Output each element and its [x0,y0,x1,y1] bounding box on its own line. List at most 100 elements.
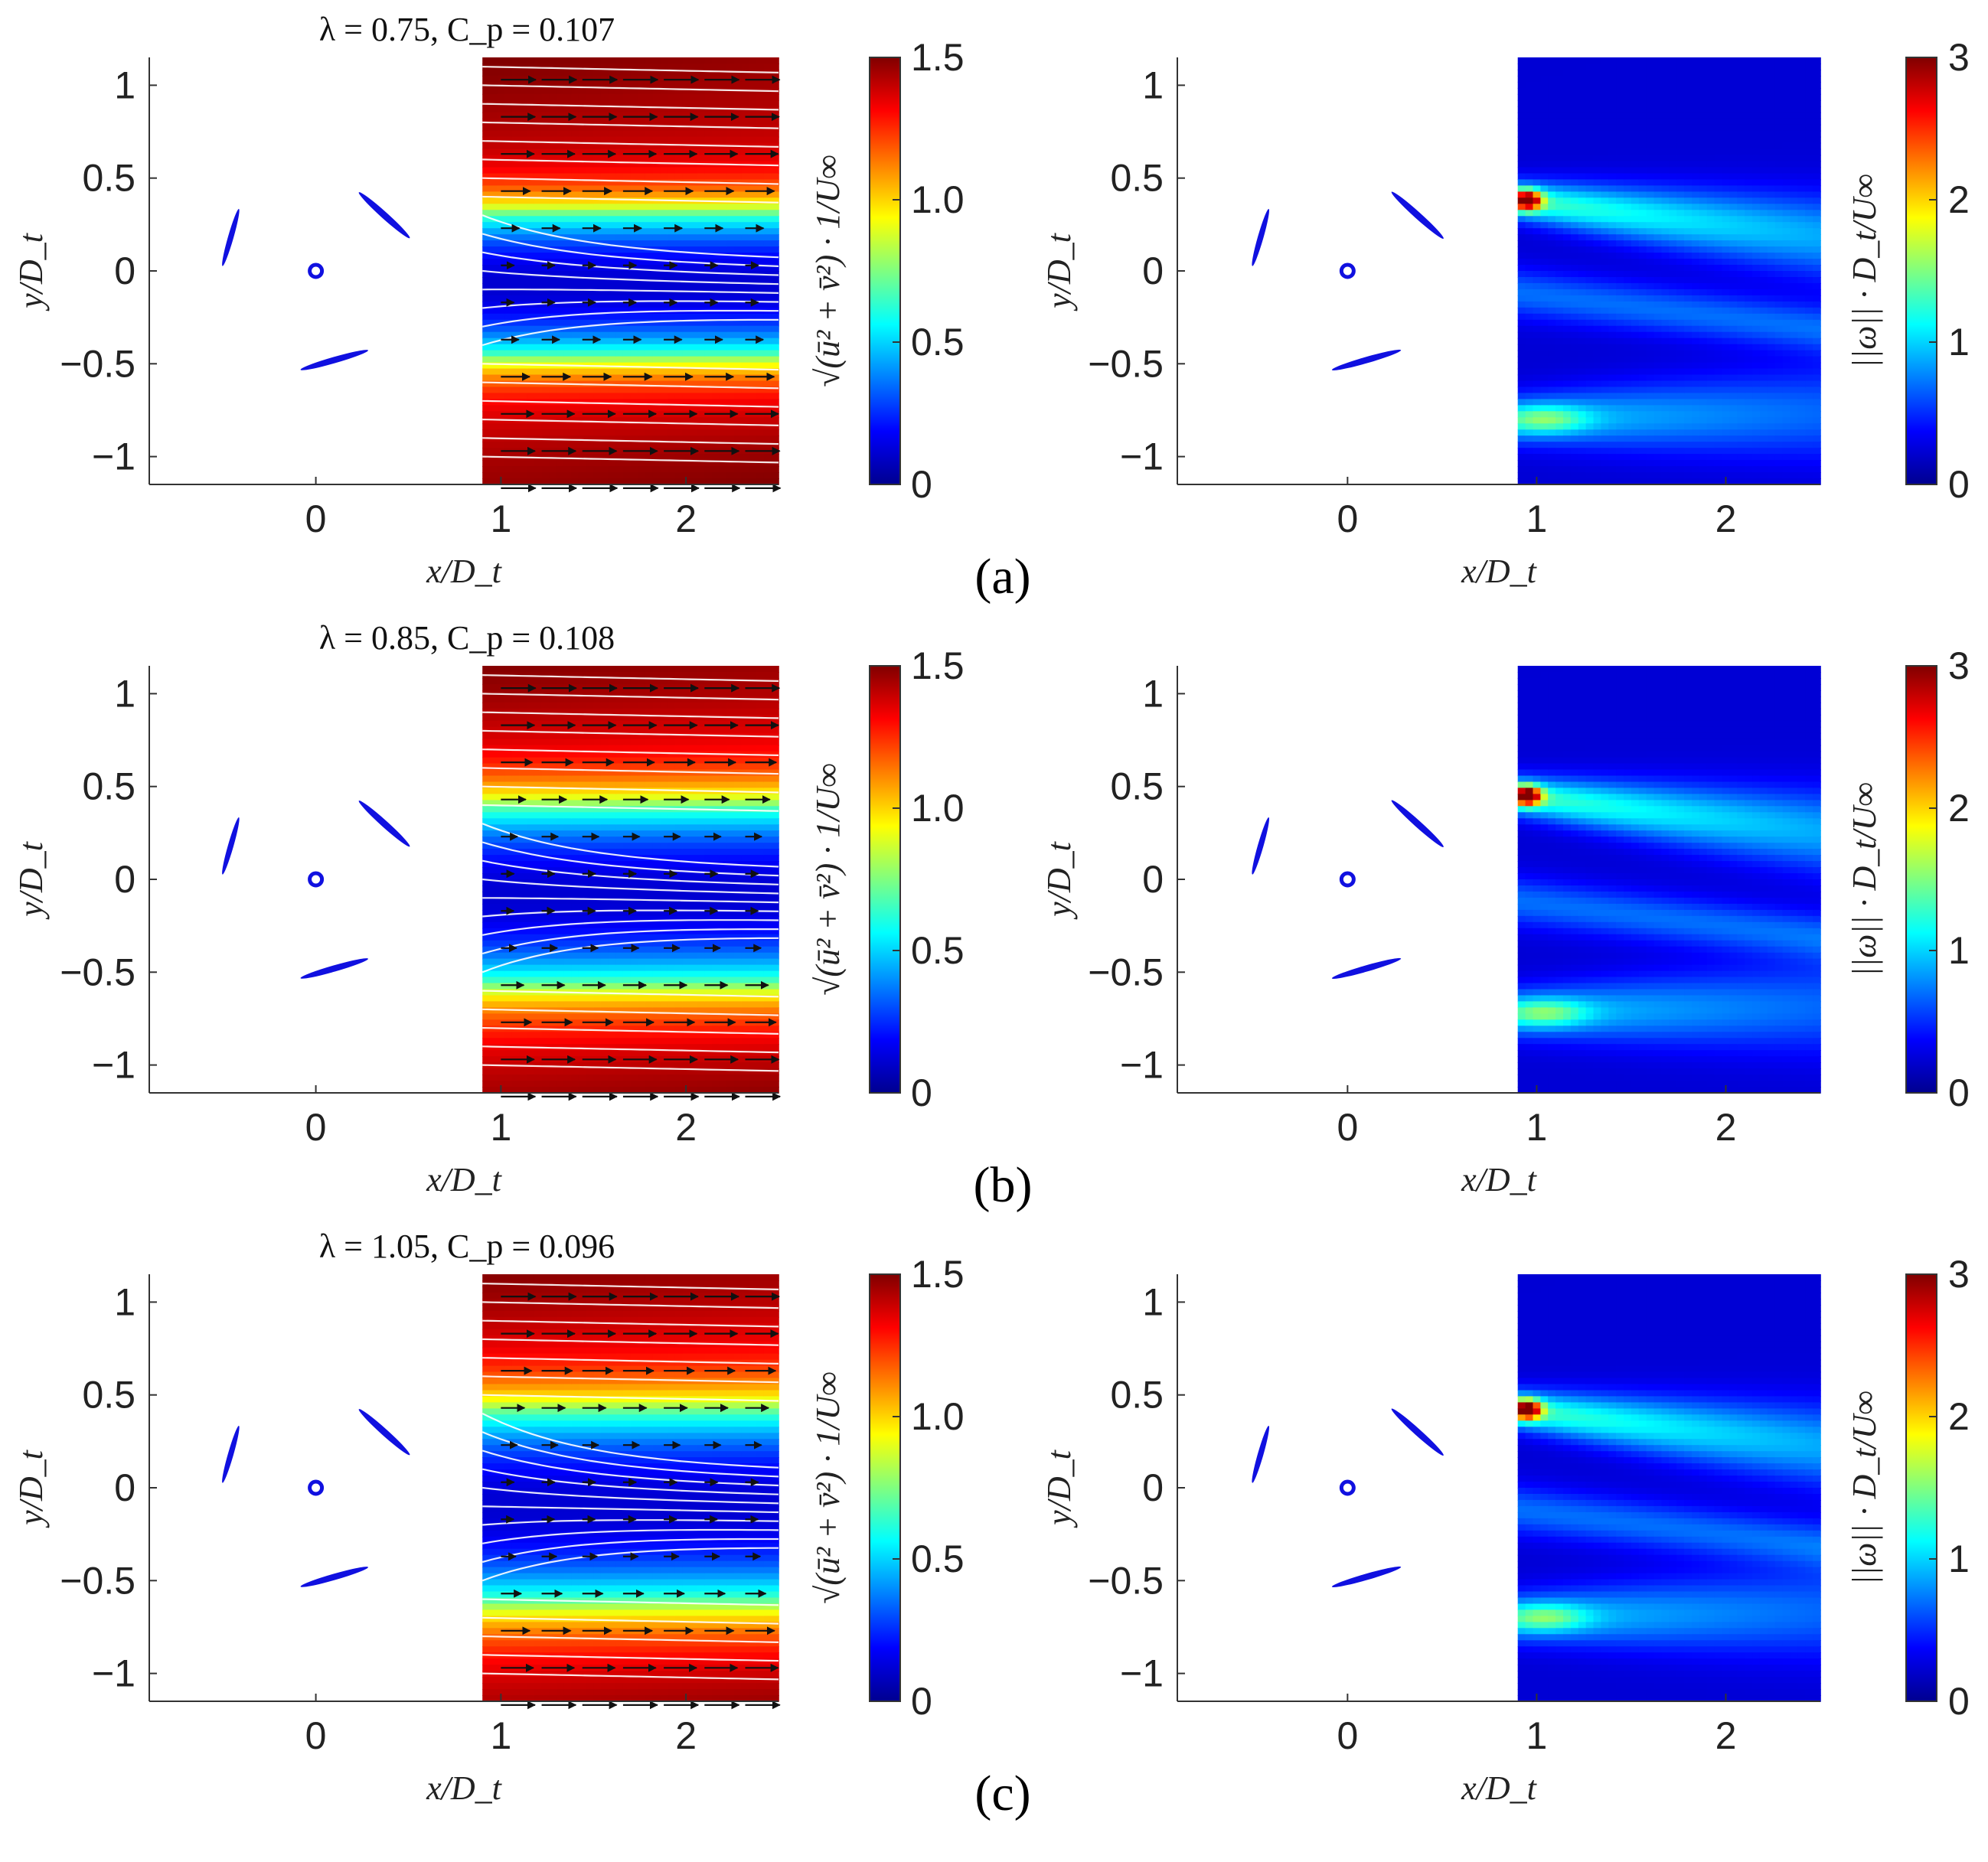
panel-b-velocity-blade-1 [220,817,241,876]
panel-a-velocity-blade-2 [357,190,412,240]
panel-a-velocity-ytick-label: 0 [114,249,135,292]
panel-a-vorticity-xlabel: x/D_t [1461,553,1538,590]
panel-b-velocity-colorbar-tick: 0.5 [911,929,965,972]
panel-b-velocity-colorbar: 00.51.01.5√(ū² + v̄²) · 1/U∞ [809,644,965,1114]
panel-a-vorticity-colorbar-tick: 3 [1948,36,1970,79]
panel-a-velocity-xtick-label: 2 [675,497,697,540]
panel-b-velocity-colorbar-tick: 0 [911,1071,932,1114]
panel-b-vorticity-xtick-label: 0 [1337,1106,1358,1149]
panel-c-vorticity-colorbar-label: ||ω|| · D_t/U∞ [1846,1391,1883,1585]
panel-a-vorticity-xtick-label: 0 [1337,497,1358,540]
panel-a-velocity-ytick-label: −0.5 [60,342,135,385]
panel-b-velocity-xtick-label: 0 [305,1106,327,1149]
panel-c-velocity-shaft-marker [310,1482,322,1494]
panel-b-velocity-ytick-label: −0.5 [60,951,135,993]
panel-c-velocity: 0 1 210.50−0.5−1x/D_ty/D_tλ = 1.05, C_p = … [12,1228,965,1807]
panel-b-vorticity-colorbar-tick: 0 [1948,1071,1970,1114]
panel-a-vorticity-ytick-label: 1 [1142,64,1164,106]
panel-a-velocity-ytick-label: 1 [114,64,135,106]
panel-c-velocity-colorbar: 00.51.01.5√(ū² + v̄²) · 1/U∞ [809,1253,965,1723]
panel-c-velocity-ytick-label: −0.5 [60,1559,135,1602]
panel-c-velocity-blade-2 [357,1407,412,1457]
panel-a-velocity-ylabel: y/D_t [12,232,50,311]
panel-c-velocity-xtick-label: 2 [675,1714,697,1757]
panel-c-vorticity-ytick-label: −0.5 [1088,1559,1164,1602]
panel-a-velocity-title: λ = 0.75, C_p = 0.107 [319,11,615,48]
panel-b-velocity-ytick-label: 0 [114,858,135,901]
panel-label-2: (c) [974,1766,1030,1821]
panel-a-velocity-colorbar-tick: 0.5 [911,321,965,364]
panel-b-velocity-blade-2 [357,798,412,849]
panel-a-vorticity-blade-2 [1389,189,1446,241]
panel-a-vorticity-ytick-label: −1 [1120,435,1164,478]
panel-a-velocity: 0 1 210.50−0.5−1x/D_ty/D_tλ = 0.75, C_p = … [12,11,965,590]
panel-c-velocity-ylabel: y/D_t [12,1449,50,1528]
panel-a-vorticity-colorbar-tick: 2 [1948,178,1970,221]
panel-b-vorticity-shaft-marker [1341,873,1353,885]
panel-b-vorticity-colorbar-label: ||ω|| · D_t/U∞ [1846,782,1883,977]
panel-b-velocity-ytick-label: 0.5 [82,765,135,808]
panel-b-velocity-xtick-label: 1 [490,1106,511,1149]
panel-b-vorticity-colorbar-tick: 3 [1948,644,1970,687]
panel-a-velocity-xtick-label: 0 [305,497,327,540]
panel-label-0: (a) [974,549,1030,605]
panel-a-vorticity-ytick-label: −0.5 [1088,342,1164,385]
panel-c-velocity-colorbar-tick: 1.0 [911,1395,965,1438]
panel-a-vorticity-ylabel: y/D_t [1040,232,1078,311]
panel-b-velocity-blade-3 [299,956,369,981]
panel-a-vorticity-field [1518,57,1821,485]
panel-b-vorticity-xtick-label: 1 [1526,1106,1548,1149]
panel-a-vorticity-colorbar-tick: 0 [1948,463,1970,506]
panel-b-vorticity-field [1518,666,1821,1094]
panel-b-vorticity-ytick-label: −0.5 [1088,951,1164,993]
panel-b-velocity-ytick-label: −1 [92,1044,135,1087]
panel-a-vorticity-blade-1 [1249,208,1271,267]
panel-c-vorticity-xtick-label: 1 [1526,1714,1548,1757]
panel-a-vorticity-colorbar-tick: 1 [1948,321,1970,364]
panel-b-velocity-colorbar-tick: 1.5 [911,644,965,687]
panel-c-vorticity-field [1518,1274,1821,1702]
panel-b-vorticity-ylabel: y/D_t [1040,840,1078,920]
panel-c-velocity-ytick-label: 0 [114,1466,135,1509]
panel-c-vorticity-blade-3 [1331,1564,1402,1590]
panel-b-velocity-xlabel: x/D_t [426,1161,503,1198]
panel-c-vorticity-colorbar-tick: 2 [1948,1395,1970,1438]
panel-c-velocity-colorbar-tick: 0.5 [911,1538,965,1580]
panel-a-velocity-blade-3 [299,347,369,373]
panel-a-vorticity-ytick-label: 0 [1142,249,1164,292]
panel-c-velocity-colorbar-tick: 0 [911,1680,932,1723]
panel-c-vorticity-xtick-label: 0 [1337,1714,1358,1757]
panel-c-velocity-xtick-label: 1 [490,1714,511,1757]
panel-a-velocity-xtick-label: 1 [490,497,511,540]
panel-b-velocity-colorbar-tick: 1.0 [911,787,965,830]
panel-c-velocity-ytick-label: −1 [92,1652,135,1695]
panel-c-velocity-ytick-label: 1 [114,1280,135,1323]
panel-c-vorticity-blade-2 [1389,1406,1446,1458]
panel-a-velocity-colorbar-tick: 1.5 [911,36,965,79]
panel-c-vorticity-colorbar-tick: 3 [1948,1253,1970,1296]
panel-c-velocity-blade-3 [299,1564,369,1590]
panel-b-vorticity-colorbar-tick: 1 [1948,929,1970,972]
panel-c-velocity-blade-1 [220,1425,241,1484]
panel-b-velocity-ylabel: y/D_t [12,840,50,920]
panel-a-vorticity-shaft-marker [1341,265,1353,277]
panel-a-velocity-colorbar-label: √(ū² + v̄²) · 1/U∞ [809,155,847,386]
panel-b-velocity-title: λ = 0.85, C_p = 0.108 [319,619,615,657]
panel-a-velocity-ytick-label: −1 [92,435,135,478]
panel-b-velocity-ytick-label: 1 [114,672,135,715]
panel-b-velocity-shaft-marker [310,873,322,885]
panel-a-velocity-colorbar-tick: 0 [911,463,932,506]
panel-a-vorticity-ytick-label: 0.5 [1110,157,1164,200]
panel-label-1: (b) [974,1157,1033,1213]
panel-b-vorticity-ytick-label: 0 [1142,858,1164,901]
panel-c-vorticity-ytick-label: −1 [1120,1652,1164,1695]
panel-b-vorticity-xtick-label: 2 [1715,1106,1737,1149]
panel-c-vorticity-colorbar-tick: 1 [1948,1538,1970,1580]
panel-a-velocity-colorbar-tick: 1.0 [911,178,965,221]
panel-c-vorticity-ytick-label: 0 [1142,1466,1164,1509]
